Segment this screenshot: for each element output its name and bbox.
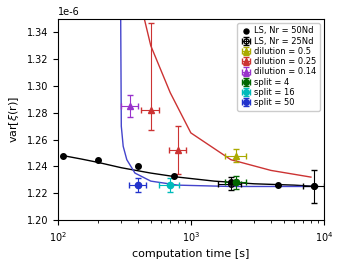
X-axis label: computation time [s]: computation time [s] (132, 249, 250, 259)
Text: 1e-6: 1e-6 (58, 7, 80, 17)
Legend: LS, Nr = 50Nd, LS, Nr = 25Nd, dilution = 0.5, dilution = 0.25, dilution = 0.14, : LS, Nr = 50Nd, LS, Nr = 25Nd, dilution =… (237, 23, 320, 111)
Y-axis label: var[$\xi$(r)]: var[$\xi$(r)] (7, 96, 21, 143)
